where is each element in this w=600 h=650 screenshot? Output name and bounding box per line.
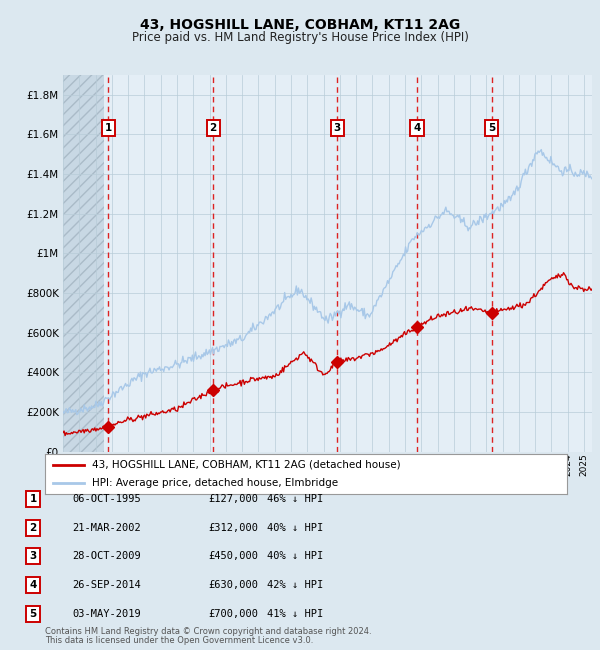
Text: 26-SEP-2014: 26-SEP-2014	[72, 580, 141, 590]
Text: 41% ↓ HPI: 41% ↓ HPI	[267, 608, 323, 619]
Text: 03-MAY-2019: 03-MAY-2019	[72, 608, 141, 619]
Text: 3: 3	[29, 551, 37, 562]
Text: 28-OCT-2009: 28-OCT-2009	[72, 551, 141, 562]
Text: £312,000: £312,000	[208, 523, 258, 533]
Text: 21-MAR-2002: 21-MAR-2002	[72, 523, 141, 533]
Text: 42% ↓ HPI: 42% ↓ HPI	[267, 580, 323, 590]
Text: 43, HOGSHILL LANE, COBHAM, KT11 2AG (detached house): 43, HOGSHILL LANE, COBHAM, KT11 2AG (det…	[92, 460, 401, 469]
Text: 43, HOGSHILL LANE, COBHAM, KT11 2AG: 43, HOGSHILL LANE, COBHAM, KT11 2AG	[140, 18, 460, 32]
Text: 2: 2	[209, 124, 217, 133]
Text: 4: 4	[29, 580, 37, 590]
Text: 46% ↓ HPI: 46% ↓ HPI	[267, 494, 323, 504]
Text: 4: 4	[413, 124, 421, 133]
Text: £127,000: £127,000	[208, 494, 258, 504]
Text: 5: 5	[488, 124, 496, 133]
Text: 1: 1	[29, 494, 37, 504]
Text: HPI: Average price, detached house, Elmbridge: HPI: Average price, detached house, Elmb…	[92, 478, 338, 488]
Text: Price paid vs. HM Land Registry's House Price Index (HPI): Price paid vs. HM Land Registry's House …	[131, 31, 469, 44]
Text: £630,000: £630,000	[208, 580, 258, 590]
Text: 40% ↓ HPI: 40% ↓ HPI	[267, 523, 323, 533]
Text: 1: 1	[104, 124, 112, 133]
Text: 06-OCT-1995: 06-OCT-1995	[72, 494, 141, 504]
Text: £700,000: £700,000	[208, 608, 258, 619]
Text: Contains HM Land Registry data © Crown copyright and database right 2024.: Contains HM Land Registry data © Crown c…	[45, 627, 371, 636]
Text: 5: 5	[29, 608, 37, 619]
Text: £450,000: £450,000	[208, 551, 258, 562]
Text: 40% ↓ HPI: 40% ↓ HPI	[267, 551, 323, 562]
Text: 3: 3	[334, 124, 341, 133]
Text: 2: 2	[29, 523, 37, 533]
Text: This data is licensed under the Open Government Licence v3.0.: This data is licensed under the Open Gov…	[45, 636, 313, 645]
Bar	[63, 75, 104, 452]
